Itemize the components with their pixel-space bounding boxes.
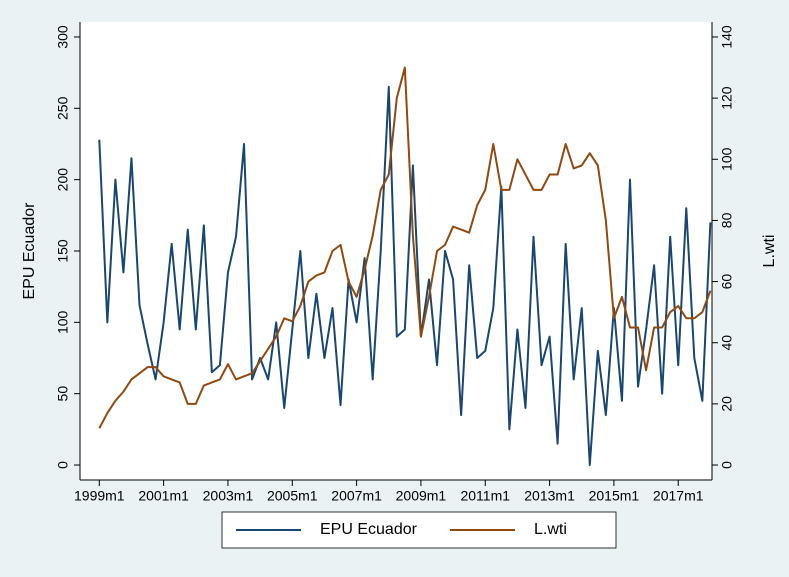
x-tick-label: 2011m1 <box>460 488 510 504</box>
y-axis-title: EPU Ecuador <box>21 202 38 300</box>
series-line <box>98 66 712 429</box>
y-tick-label: 200 <box>55 168 71 192</box>
x-tick-label: 2017m1 <box>653 488 704 504</box>
y-tick-label: 250 <box>55 96 71 120</box>
y2-tick-label: 140 <box>719 25 735 49</box>
x-tick-label: 2007m1 <box>331 488 382 504</box>
y-tick-label: 100 <box>55 310 71 334</box>
x-tick-label: 2009m1 <box>396 488 447 504</box>
x-tick-label: 1999m1 <box>74 488 125 504</box>
x-tick-label: 2013m1 <box>524 488 575 504</box>
y2-tick-label: 80 <box>719 212 735 228</box>
y2-tick-label: 40 <box>719 335 735 351</box>
plot-area <box>80 22 712 480</box>
y-tick-label: 0 <box>55 461 71 469</box>
y-tick-label: 150 <box>55 239 71 263</box>
x-tick-label: 2001m1 <box>138 488 189 504</box>
x-tick-label: 2003m1 <box>203 488 254 504</box>
y2-axis-title: L.wti <box>761 235 778 268</box>
x-tick-label: 2005m1 <box>267 488 318 504</box>
x-tick-label: 2015m1 <box>589 488 640 504</box>
y-tick-label: 300 <box>55 25 71 49</box>
y2-tick-label: 20 <box>719 396 735 412</box>
y2-tick-label: 100 <box>719 147 735 171</box>
y-tick-label: 50 <box>55 386 71 402</box>
legend-label: L.wti <box>534 521 567 538</box>
y2-tick-label: 60 <box>719 274 735 290</box>
legend-label: EPU Ecuador <box>320 521 418 538</box>
y2-tick-label: 120 <box>719 86 735 110</box>
legend: EPU Ecuador L.wti <box>221 511 617 549</box>
y2-tick-label: 0 <box>719 461 735 469</box>
series-line <box>98 85 712 467</box>
